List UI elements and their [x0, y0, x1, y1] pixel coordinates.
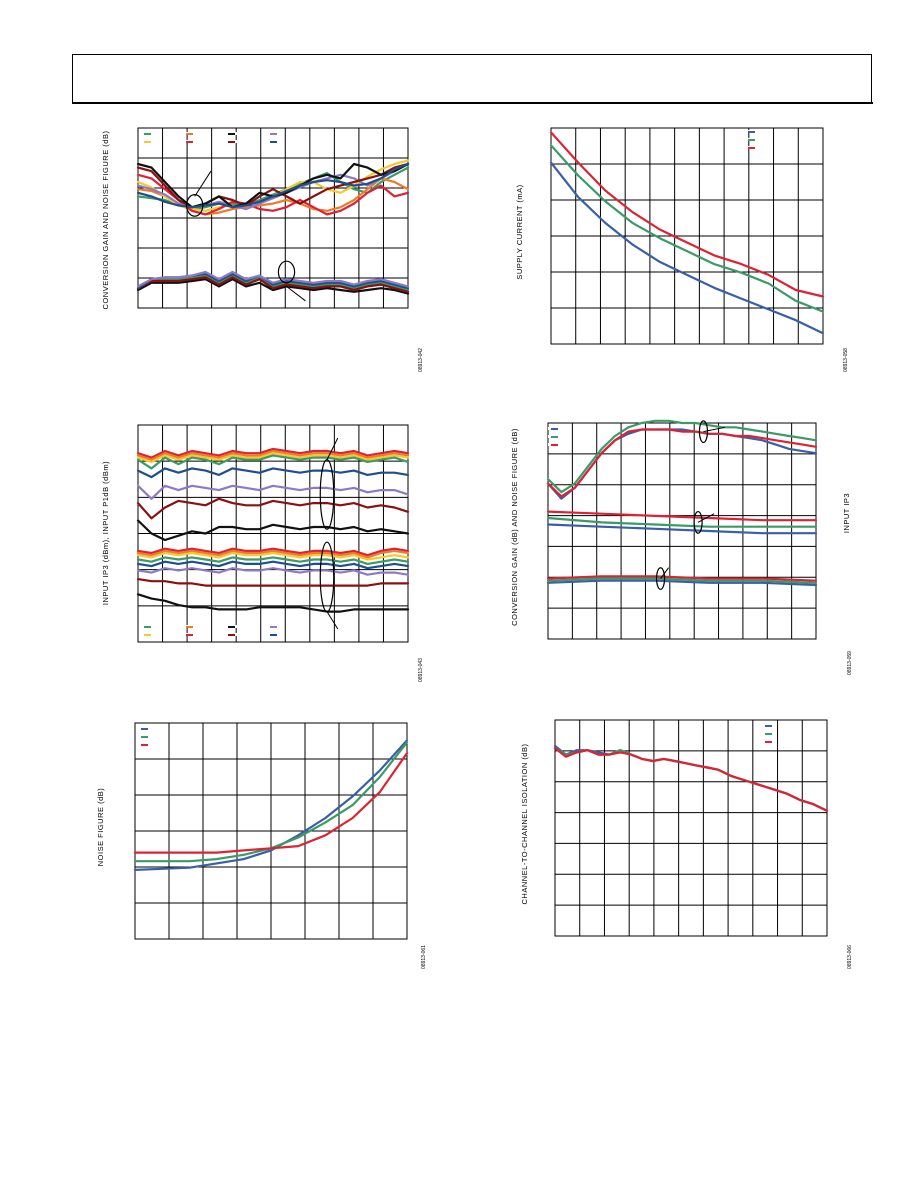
plot-grid [134, 722, 408, 940]
annotation-leader-6 [660, 567, 670, 579]
series-line-2 [553, 747, 829, 812]
series-line-11 [136, 551, 410, 561]
chart-input-ip3-p1db: INPUT IP3 (dBm), INPUT P1dB (dBm) 08913-0… [101, 424, 424, 682]
series-line-5 [136, 162, 410, 211]
figure-id: 08913-061 [421, 945, 427, 969]
chart-noise-figure: NOISE FIGURE (dB) 08913-061 [96, 722, 427, 969]
series-line-9 [546, 579, 818, 587]
legend [141, 625, 279, 636]
legend [138, 727, 150, 746]
y-axis-label: SUPPLY CURRENT (mA) [515, 184, 524, 279]
series-line-3 [136, 452, 410, 463]
plot-frame [137, 127, 409, 309]
series-line-15 [136, 578, 410, 587]
y-axis-label: CONVERSION GAIN (dB) AND NOISE FIGURE (d… [510, 428, 519, 626]
chart-conversion-gain-noise-figure: CONVERSION GAIN AND NOISE FIGURE (dB) 089… [101, 127, 424, 372]
series-line-13 [136, 560, 410, 570]
series-line-1 [549, 161, 825, 335]
chart-supply-current: SUPPLY CURRENT (mA) 08913-058 [515, 127, 849, 372]
series-line-6 [136, 162, 410, 209]
legend [548, 427, 560, 446]
plot-frame [550, 127, 824, 345]
series-line-16 [136, 593, 410, 613]
series-line-9 [136, 274, 410, 292]
y-axis-label: CONVERSION GAIN AND NOISE FIGURE (dB) [101, 131, 110, 310]
series-line-8 [136, 519, 410, 542]
plot-frame [554, 719, 828, 937]
series-line-2 [546, 419, 818, 494]
series-line-3 [549, 131, 825, 298]
series-line-12 [136, 556, 410, 565]
annotation-ellipse-2 [277, 260, 296, 284]
series-line-2 [549, 144, 825, 313]
annotation-leader-4 [286, 286, 306, 302]
figure-id: 08913-066 [847, 945, 853, 969]
series-line-10 [136, 278, 410, 295]
series-line-5 [546, 516, 818, 528]
series-line-10 [136, 549, 410, 559]
annotation-ellipse-2 [693, 510, 703, 534]
figure-id: 08913-042 [418, 348, 424, 372]
header-rule [72, 102, 873, 104]
annotation-leader-5 [697, 513, 715, 523]
series-line-3 [553, 747, 829, 812]
legend [141, 132, 279, 143]
y-axis-label: CHANNEL-TO-CHANNEL ISOLATION (dB) [520, 744, 529, 905]
series-line-7 [546, 575, 818, 582]
series-line-9 [136, 547, 410, 557]
chart-gain-nf-input-ip3: CONVERSION GAIN (dB) AND NOISE FIGURE (d… [510, 419, 853, 675]
series-line-1 [136, 447, 410, 459]
series-line-1 [553, 744, 829, 812]
annotation-leader-3 [326, 437, 339, 460]
series-line-8 [546, 577, 818, 584]
page-header [72, 54, 872, 102]
annotation-ellipse-1 [185, 193, 204, 217]
series-line-3 [133, 752, 409, 854]
y-axis-label-right: INPUT IP3 [842, 493, 851, 533]
figure-id: 08913-058 [843, 348, 849, 372]
plot-frame [134, 722, 408, 940]
annotation-leader-4 [326, 611, 339, 630]
annotation-leader-3 [194, 170, 212, 197]
series-line-3 [546, 428, 818, 498]
series-line-4 [546, 510, 818, 522]
y-axis-label: NOISE FIGURE (dB) [96, 788, 105, 867]
series-line-11 [136, 276, 410, 293]
annotation-ellipse-3 [655, 567, 666, 590]
series-line-14 [136, 567, 410, 576]
annotation-leader-4 [703, 426, 725, 433]
plot-grid [550, 127, 824, 345]
legend [762, 724, 774, 743]
chart-channel-isolation: CHANNEL-TO-CHANNEL ISOLATION (dB) 08913-0… [520, 719, 853, 969]
series-line-6 [136, 484, 410, 500]
series-line-5 [136, 467, 410, 479]
series-line-13 [136, 270, 410, 288]
y-axis-label: INPUT IP3 (dBm), INPUT P1dB (dBm) [101, 461, 110, 605]
series-line-8 [136, 162, 410, 209]
figure-id: 08913-043 [418, 658, 424, 682]
series-line-2 [136, 449, 410, 461]
series-line-6 [546, 523, 818, 535]
series-line-7 [136, 497, 410, 520]
legend [745, 130, 757, 149]
annotation-ellipse-1 [698, 420, 709, 444]
series-line-4 [136, 454, 410, 470]
series-line-1 [133, 739, 409, 871]
figure-id: 08913-059 [847, 651, 853, 675]
